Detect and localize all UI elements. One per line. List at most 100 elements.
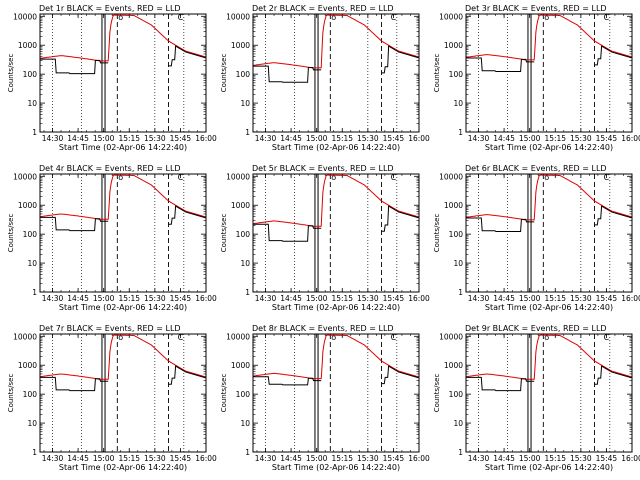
x-tick-label: 14:45 [280,454,302,463]
x-tick-label: 16:00 [621,454,640,463]
x-axis-label: Start Time (02-Apr-06 14:22:40) [59,143,187,152]
x-tick-label: 15:15 [544,294,566,303]
events-series-line [253,205,419,242]
events-series-line [466,205,632,232]
lld-series-line [252,14,419,69]
y-tick-label: 10 [27,99,37,108]
y-tick-label: 1 [245,448,250,457]
y-tick-label: 1000 [231,41,250,50]
x-axis-label: Start Time (02-Apr-06 14:22:40) [485,143,613,152]
lld-series-line [465,174,632,221]
x-tick-label: 15:00 [306,294,328,303]
x-axis-label: Start Time (02-Apr-06 14:22:40) [485,463,613,472]
x-tick-label: 15:45 [596,454,618,463]
y-tick-label: 1 [32,128,37,137]
marker-c: C [391,333,397,342]
marker-o: o [331,333,336,342]
panel-title: Det 3r BLACK = Events, RED = LLD [465,4,607,13]
x-tick-label: 15:30 [144,134,166,143]
y-tick-label: 10 [453,99,463,108]
marker-c: C [391,173,397,182]
x-tick-label: 14:45 [67,454,89,463]
y-axis-label: Counts/sec [7,54,15,93]
y-tick-label: 100 [449,230,464,239]
plot-frame [465,173,633,293]
x-tick-label: 14:45 [493,454,515,463]
y-axis-label: Counts/sec [7,374,15,413]
x-axis-label: Start Time (02-Apr-06 14:22:40) [485,303,613,312]
x-tick-label: 14:45 [493,134,515,143]
panel-det-5: Det 5r BLACK = Events, RED = LLD Counts/s… [220,164,430,312]
y-tick-label: 100 [236,230,251,239]
x-tick-label: 15:45 [170,134,192,143]
lld-series-line [39,334,206,380]
y-tick-label: 1 [458,128,463,137]
y-tick-label: 10000 [439,332,463,341]
events-series-line [40,45,206,75]
plot-frame [465,333,633,453]
y-tick-label: 1 [245,288,250,297]
y-tick-label: 1000 [444,361,463,370]
x-tick-label: 15:30 [570,294,592,303]
lld-series-line [252,174,419,227]
x-tick-label: 15:00 [306,134,328,143]
x-tick-label: 14:45 [493,294,515,303]
events-series-line [253,365,419,386]
events-series-line [40,365,206,392]
events-series-line [253,45,419,83]
x-axis-label: Start Time (02-Apr-06 14:22:40) [272,303,400,312]
y-tick-label: 10 [27,259,37,268]
y-tick-label: 1000 [444,201,463,210]
x-tick-label: 14:30 [468,454,490,463]
marker-o: o [118,173,123,182]
y-tick-label: 10000 [13,332,37,341]
x-tick-label: 15:00 [519,454,541,463]
panel-det-3: Det 3r BLACK = Events, RED = LLD Counts/s… [433,4,640,152]
y-axis-label: Counts/sec [220,374,228,413]
panel-title: Det 8r BLACK = Events, RED = LLD [252,324,394,333]
y-tick-label: 100 [449,70,464,79]
y-tick-label: 100 [23,230,38,239]
x-tick-label: 15:15 [331,454,353,463]
lld-series-line [39,174,206,220]
x-tick-label: 15:45 [170,454,192,463]
x-tick-label: 16:00 [408,134,430,143]
marker-o: o [118,13,123,22]
lld-series-line [39,14,206,62]
y-tick-label: 10000 [226,332,250,341]
marker-c: C [178,173,184,182]
x-tick-label: 15:00 [519,134,541,143]
y-tick-label: 1000 [231,201,250,210]
y-axis-label: Counts/sec [433,374,441,413]
y-axis-label: Counts/sec [220,214,228,253]
x-tick-label: 14:30 [42,294,64,303]
panel-det-7: Det 7r BLACK = Events, RED = LLD Counts/s… [7,324,217,472]
x-tick-label: 16:00 [621,134,640,143]
y-tick-label: 10000 [439,12,463,21]
y-tick-label: 100 [449,390,464,399]
y-tick-label: 10000 [439,172,463,181]
y-tick-label: 1000 [18,201,37,210]
x-tick-label: 15:00 [306,454,328,463]
panel-det-9: Det 9r BLACK = Events, RED = LLD Counts/s… [433,324,640,472]
panel-title: Det 4r BLACK = Events, RED = LLD [39,164,181,173]
x-tick-label: 15:30 [570,454,592,463]
y-tick-label: 1000 [18,361,37,370]
x-tick-label: 15:45 [170,294,192,303]
y-tick-label: 10 [453,419,463,428]
y-tick-label: 10000 [226,172,250,181]
x-tick-label: 15:30 [144,454,166,463]
y-tick-label: 1 [458,448,463,457]
y-tick-label: 10 [240,99,250,108]
y-tick-label: 100 [23,390,38,399]
y-axis-label: Counts/sec [220,54,228,93]
x-tick-label: 15:45 [596,134,618,143]
y-tick-label: 10000 [226,12,250,21]
marker-o: o [118,333,123,342]
y-tick-label: 100 [236,70,251,79]
marker-o: o [544,173,549,182]
plot-frame [252,173,420,293]
panel-det-8: Det 8r BLACK = Events, RED = LLD Counts/s… [220,324,430,472]
x-tick-label: 16:00 [408,294,430,303]
